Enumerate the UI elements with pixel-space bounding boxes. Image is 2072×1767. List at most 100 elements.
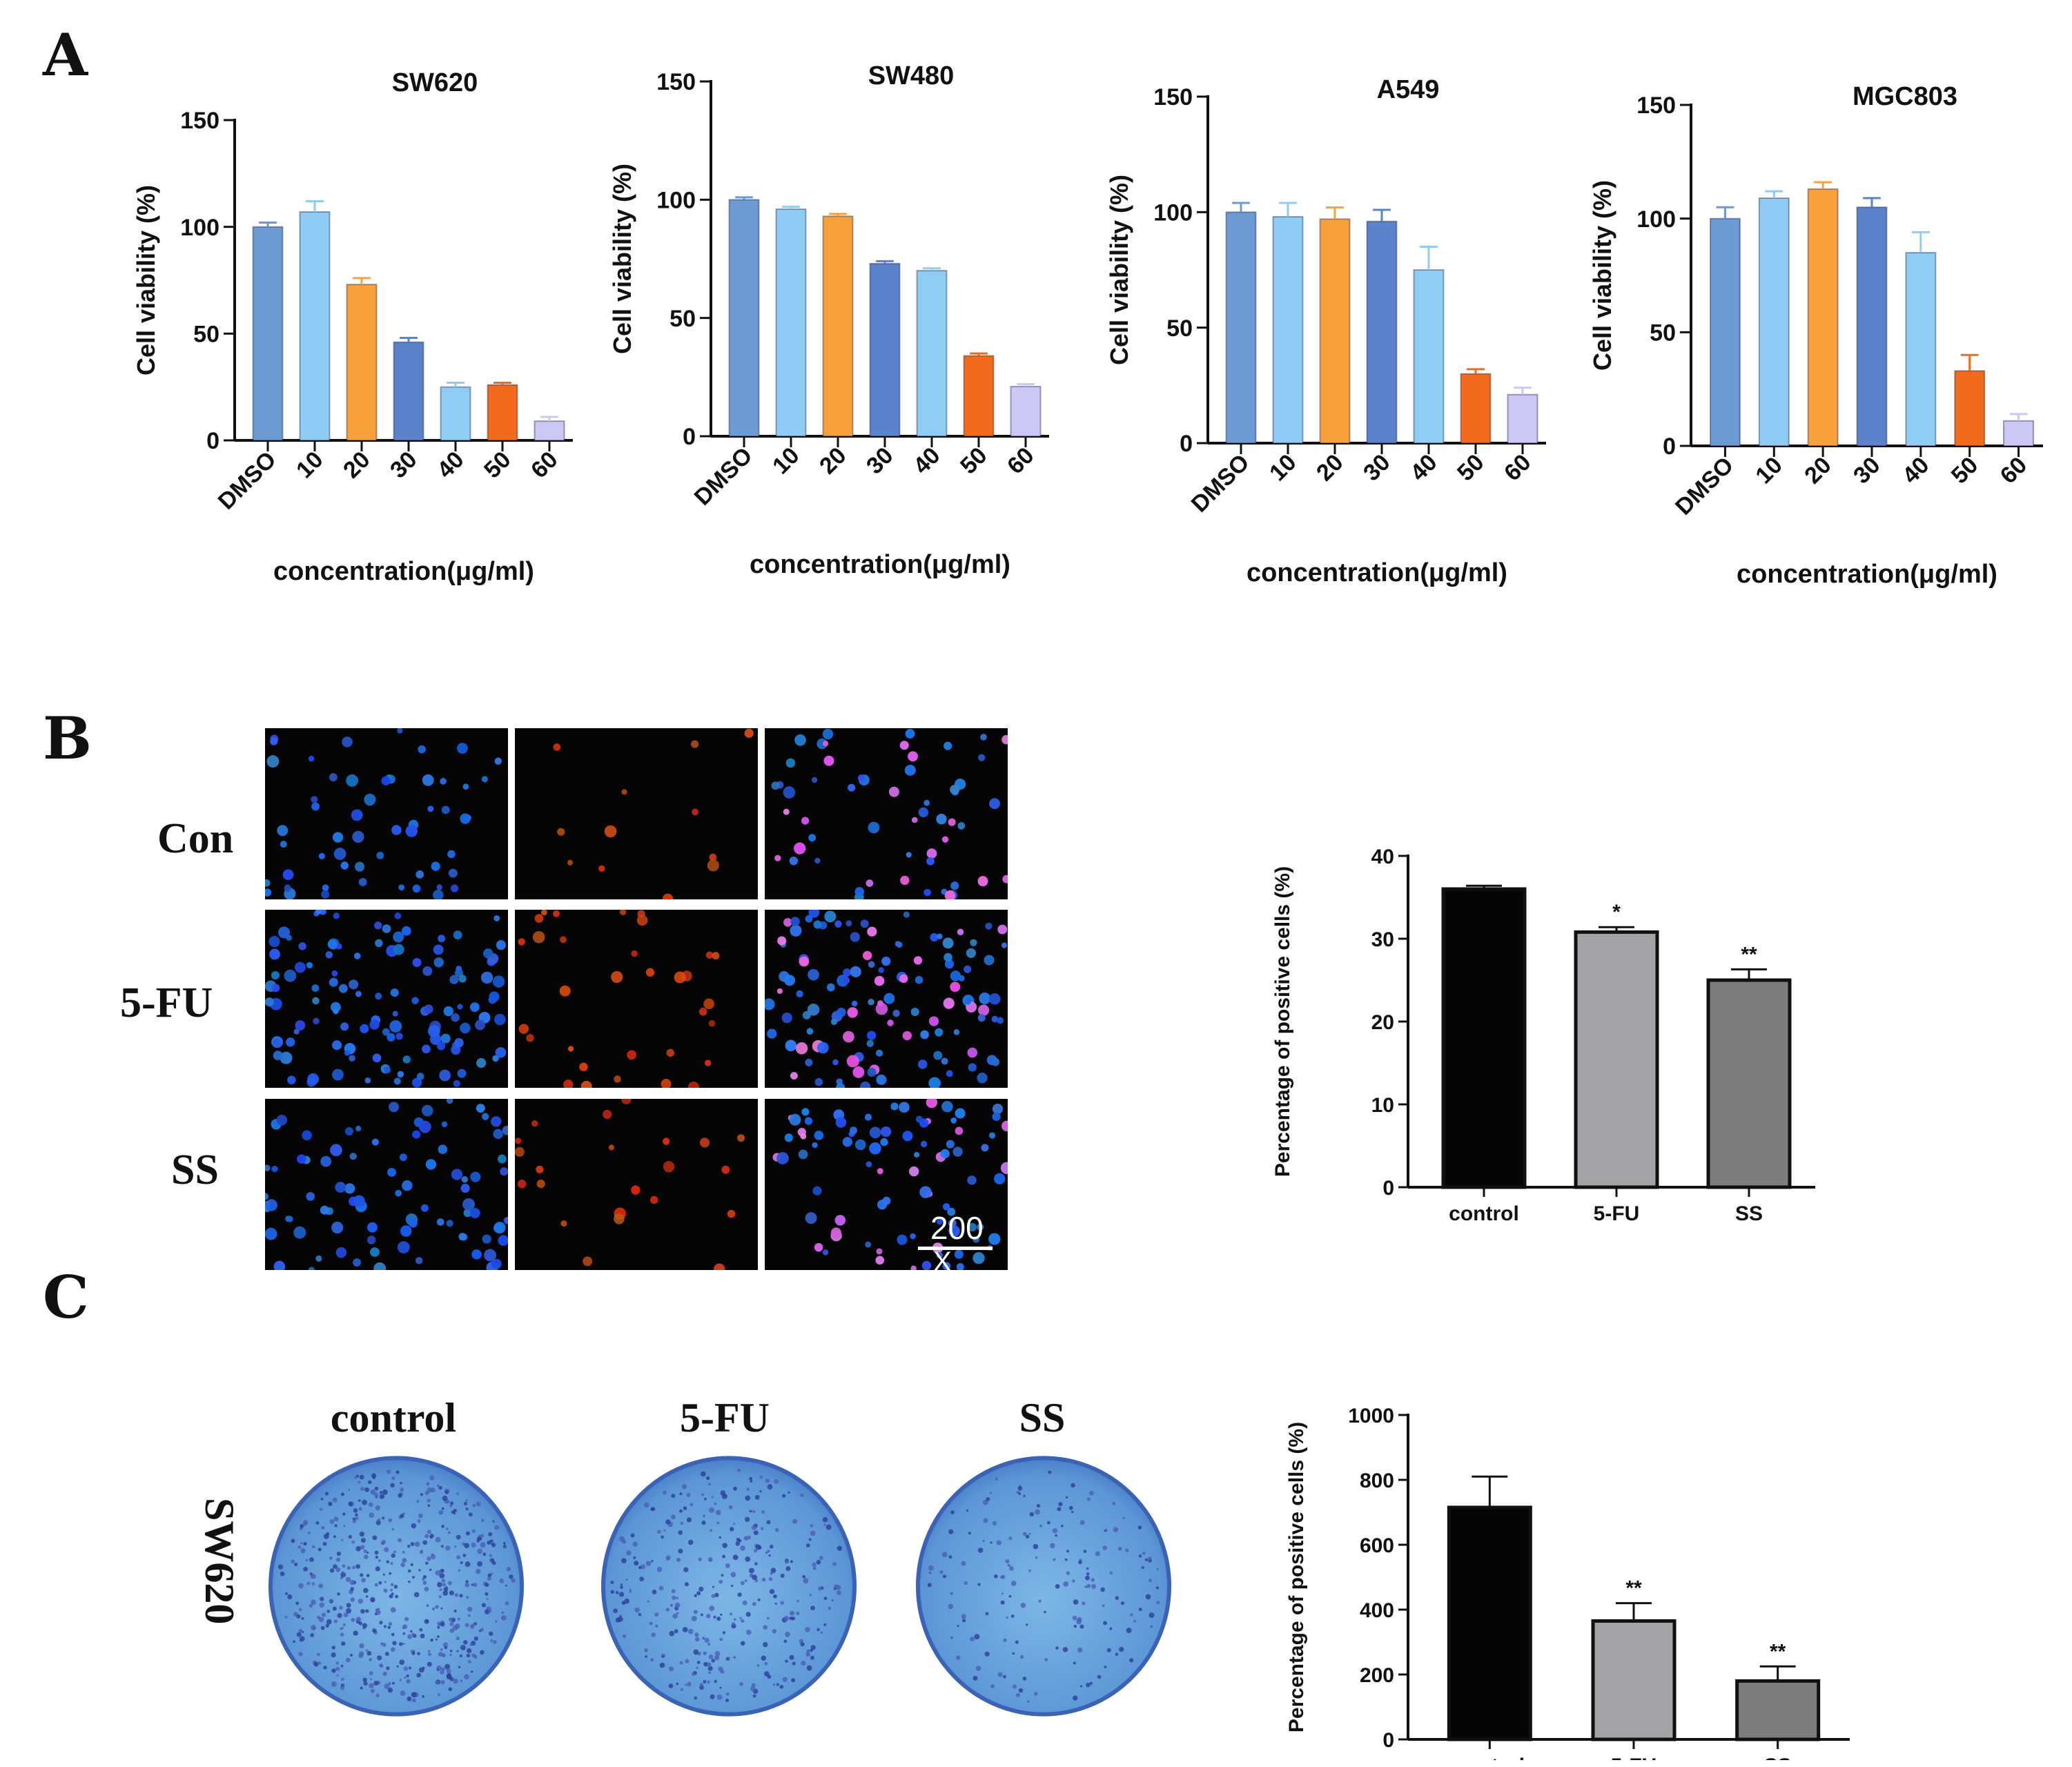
- cell-nucleus: [353, 1258, 361, 1267]
- colony: [996, 1540, 1002, 1545]
- colony: [655, 1624, 658, 1628]
- colony: [349, 1653, 353, 1657]
- cell-nucleus: [954, 1249, 964, 1259]
- bar-5-fu: [1574, 930, 1659, 1189]
- cell-nucleus: [531, 1120, 538, 1127]
- cell-nucleus: [332, 832, 344, 843]
- cell-nucleus: [273, 1260, 286, 1270]
- colony: [810, 1605, 815, 1611]
- cell-nucleus: [942, 937, 954, 949]
- colony: [466, 1653, 471, 1658]
- y-tick-label: 150: [1153, 84, 1193, 110]
- cell-nucleus: [441, 1121, 448, 1128]
- cell-nucleus: [375, 939, 383, 948]
- colony: [342, 1623, 346, 1627]
- colony: [1038, 1599, 1042, 1603]
- cell-nucleus: [699, 1138, 710, 1148]
- colony: [360, 1609, 365, 1614]
- cell-nucleus: [355, 1125, 362, 1132]
- colony: [437, 1582, 442, 1588]
- cell-nucleus: [321, 890, 330, 899]
- colony: [719, 1579, 723, 1584]
- colony: [384, 1581, 387, 1583]
- colony: [400, 1487, 404, 1492]
- colony: [363, 1681, 368, 1686]
- cell-nucleus: [973, 1251, 985, 1265]
- colony: [436, 1484, 440, 1487]
- y-tick-label: 50: [193, 322, 219, 348]
- cell-nucleus: [315, 910, 322, 915]
- colony: [419, 1628, 423, 1632]
- micro-ss-red: [515, 1099, 758, 1270]
- cell-nucleus: [712, 952, 720, 960]
- colony: [399, 1659, 405, 1665]
- cell-nucleus: [826, 983, 835, 992]
- cell-nucleus: [789, 1113, 801, 1126]
- cell-nucleus: [422, 1044, 431, 1054]
- colony: [453, 1609, 457, 1613]
- cell-nucleus: [890, 1102, 899, 1111]
- cell-nucleus: [944, 890, 956, 899]
- cell-nucleus: [899, 1102, 910, 1113]
- colony: [331, 1646, 336, 1650]
- colony: [753, 1530, 759, 1536]
- colony: [320, 1497, 324, 1501]
- colony: [1008, 1536, 1013, 1541]
- cell-nucleus: [458, 975, 467, 983]
- colony: [610, 1580, 614, 1584]
- colony: [711, 1594, 716, 1599]
- cell-nucleus: [790, 924, 802, 937]
- colony: [375, 1555, 379, 1559]
- cell-nucleus: [1001, 1120, 1008, 1132]
- colony: [810, 1524, 814, 1527]
- cell-nucleus: [860, 919, 869, 928]
- colony: [1028, 1532, 1031, 1535]
- dish-label-ss: SS: [1019, 1395, 1066, 1441]
- colony: [676, 1597, 679, 1600]
- colony: [710, 1529, 713, 1532]
- colony: [505, 1584, 507, 1587]
- cell-nucleus: [402, 1180, 413, 1191]
- cell-nucleus: [329, 977, 338, 987]
- cell-nucleus: [910, 1007, 919, 1017]
- colony: [649, 1621, 653, 1626]
- colony: [649, 1658, 654, 1662]
- x-tick-label: SS: [1735, 1202, 1763, 1225]
- colony: [335, 1661, 339, 1665]
- cell-nucleus: [371, 1138, 379, 1146]
- colony: [745, 1612, 751, 1617]
- colony: [1036, 1503, 1041, 1508]
- colony: [350, 1587, 354, 1591]
- cell-nucleus: [837, 1007, 846, 1017]
- cell-nucleus: [913, 1151, 920, 1158]
- colony: [410, 1630, 413, 1633]
- colony: [444, 1490, 449, 1494]
- colony: [750, 1480, 753, 1483]
- colony: [311, 1625, 317, 1630]
- colony: [651, 1559, 654, 1563]
- colony: [342, 1564, 346, 1568]
- cell-nucleus: [814, 1077, 823, 1086]
- colony: [1000, 1575, 1004, 1579]
- colony: [1020, 1654, 1024, 1659]
- colony: [426, 1619, 429, 1622]
- cell-nucleus: [867, 1067, 877, 1077]
- colony: [348, 1489, 351, 1492]
- cell-nucleus: [536, 1180, 545, 1189]
- cell-nucleus: [481, 776, 488, 783]
- cell-nucleus: [883, 993, 895, 1004]
- colony: [1033, 1543, 1039, 1550]
- colony: [329, 1568, 335, 1573]
- cell-nucleus: [327, 939, 338, 950]
- cell-nucleus: [832, 1059, 839, 1066]
- y-tick-label: 1000: [1348, 1405, 1394, 1427]
- colony: [407, 1696, 412, 1701]
- cell-nucleus: [895, 941, 901, 947]
- colony: [456, 1555, 461, 1560]
- cell-nucleus: [418, 1120, 431, 1133]
- colony: [287, 1594, 293, 1600]
- colony: [424, 1586, 429, 1592]
- cell-nucleus: [854, 887, 865, 897]
- cell-nucleus: [462, 1198, 475, 1211]
